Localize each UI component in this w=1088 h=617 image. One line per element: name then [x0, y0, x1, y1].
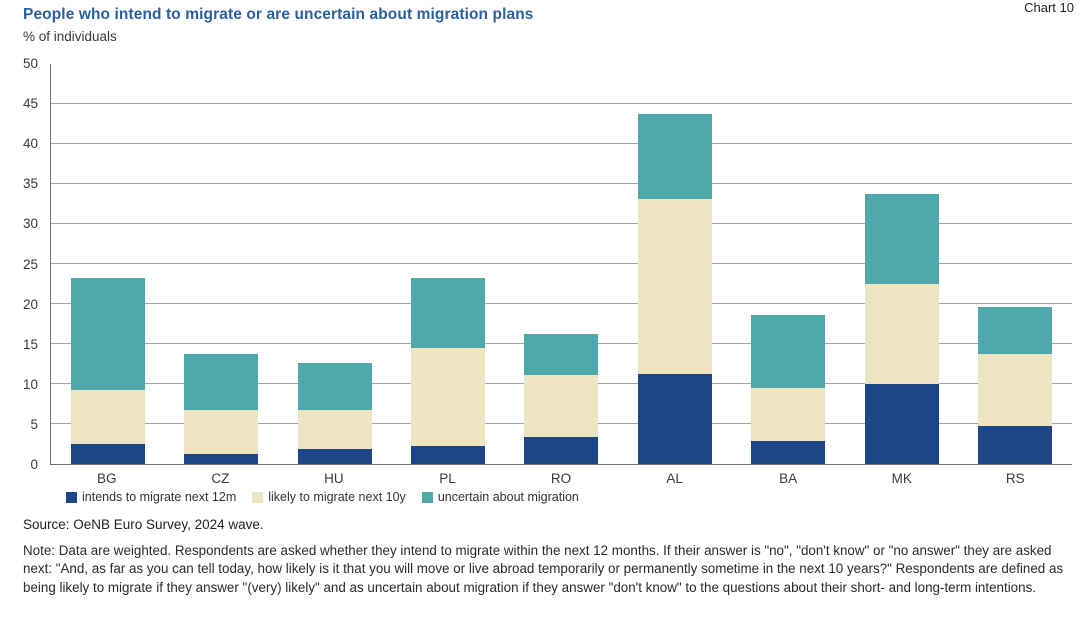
chart-subtitle-unit: % of individuals	[23, 29, 117, 44]
stacked-bar	[297, 64, 372, 464]
bar-column-mk	[845, 64, 958, 464]
bar-segment	[411, 277, 486, 349]
bar-segment	[297, 363, 372, 411]
bar-column-al	[618, 64, 731, 464]
y-tick-label: 50	[22, 56, 38, 71]
bar-segment	[411, 446, 486, 464]
legend-swatch	[66, 491, 77, 503]
bar-segment	[864, 384, 939, 464]
gridline	[51, 103, 1072, 104]
gridline	[51, 223, 1072, 224]
legend-swatch	[421, 491, 433, 503]
legend-item: likely to migrate next 10y	[252, 490, 406, 504]
x-tick-label: BA	[779, 471, 798, 486]
bar-segment	[297, 448, 372, 464]
stacked-bar	[637, 64, 712, 464]
x-tick-label: BG	[97, 471, 117, 486]
y-axis-labels: 0 5 10 15 20 25 30 35 40 45 50	[0, 56, 42, 472]
bar-segment	[184, 454, 259, 464]
stacked-bar	[184, 64, 259, 464]
bar-segment	[70, 278, 145, 390]
legend-item: intends to migrate next 12m	[66, 490, 236, 504]
bar-segment	[184, 353, 259, 411]
bar-segment	[978, 426, 1053, 464]
plot-area	[50, 64, 1072, 465]
bar-segment	[751, 440, 826, 464]
legend-swatch	[252, 491, 264, 503]
legend-label: likely to migrate next 10y	[268, 490, 406, 504]
bar-column-ro	[505, 64, 618, 464]
bar-segment	[297, 410, 372, 449]
y-tick-label: 40	[22, 136, 38, 152]
legend-label: intends to migrate next 12m	[82, 490, 237, 504]
legend-label: uncertain about migration	[437, 490, 579, 504]
y-tick-label: 5	[30, 416, 38, 432]
y-tick-label: 35	[22, 176, 38, 192]
stacked-bar	[864, 64, 939, 464]
bar-column-ba	[732, 64, 845, 464]
bars-row	[51, 64, 1072, 464]
bar-segment	[70, 444, 145, 464]
x-tick-label: PL	[439, 471, 456, 486]
x-axis-labels: BG CZ HU PL RO AL BA MK RS	[50, 471, 1072, 486]
stacked-bar	[524, 64, 599, 464]
y-tick-label: 15	[22, 336, 38, 352]
stacked-bar	[978, 64, 1053, 464]
bar-segment	[637, 199, 712, 375]
bar-column-pl	[391, 64, 504, 464]
bar-column-rs	[959, 64, 1072, 464]
bar-segment	[637, 374, 712, 464]
legend: intends to migrate next 12m likely to mig…	[66, 490, 579, 504]
bar-segment	[864, 284, 939, 384]
source-text: Source: OeNB Euro Survey, 2024 wave.	[23, 517, 264, 532]
x-tick-label: RS	[1005, 471, 1025, 486]
bar-segment	[864, 194, 939, 284]
bar-segment	[751, 388, 826, 441]
gridline	[51, 263, 1072, 264]
bar-segment	[978, 354, 1053, 427]
bar-segment	[978, 307, 1053, 355]
x-tick-label: HU	[324, 471, 344, 486]
y-tick-label: 30	[22, 216, 38, 232]
bar-segment	[70, 389, 145, 444]
y-tick-label: 10	[22, 376, 38, 392]
bar-segment	[524, 375, 599, 437]
stacked-bar	[70, 64, 145, 464]
gridline	[51, 183, 1072, 184]
bar-segment	[524, 436, 599, 464]
bar-column-hu	[278, 64, 391, 464]
y-tick-label: 25	[22, 256, 38, 272]
chart-title: People who intend to migrate or are unce…	[23, 6, 534, 23]
y-tick-label: 0	[30, 457, 38, 472]
gridline	[51, 303, 1072, 304]
bar-segment	[184, 410, 259, 455]
gridline	[51, 143, 1072, 144]
bar-segment	[524, 334, 599, 376]
y-tick-label: 45	[22, 96, 38, 112]
x-tick-label: RO	[550, 471, 572, 486]
bar-segment	[751, 315, 826, 389]
x-tick-label: CZ	[211, 471, 230, 486]
bar-column-bg	[51, 64, 164, 464]
chart-number-label: Chart 10	[1024, 0, 1074, 15]
note-text: Note: Data are weighted. Respondents are…	[23, 543, 1064, 595]
bar-segment	[637, 113, 712, 200]
legend-item: uncertain about migration	[421, 490, 579, 504]
bar-segment	[411, 348, 486, 447]
stacked-bar	[751, 64, 826, 464]
x-tick-label: MK	[891, 471, 912, 486]
bar-column-cz	[164, 64, 277, 464]
x-tick-label: AL	[666, 471, 683, 486]
stacked-bar	[411, 64, 486, 464]
y-tick-label: 20	[22, 296, 38, 312]
